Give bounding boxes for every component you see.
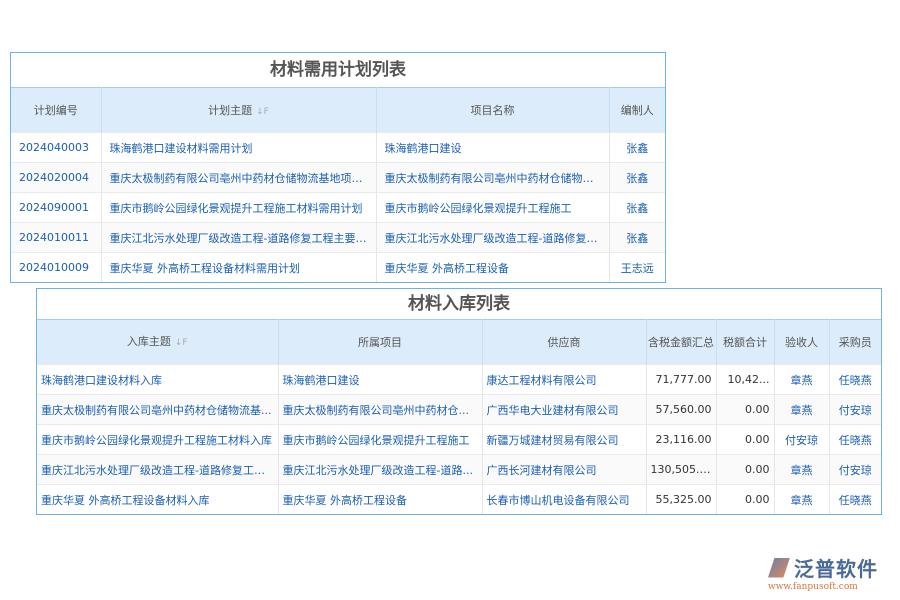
col-inspector[interactable]: 验收人 bbox=[774, 319, 830, 365]
col-plan-no[interactable]: 计划编号 bbox=[11, 87, 102, 133]
plan-no-cell[interactable]: 2024090001 bbox=[11, 192, 102, 223]
project-name-cell[interactable]: 重庆江北污水处理厂级改造工程-道路修复工程 bbox=[376, 222, 610, 253]
plan-no-cell[interactable]: 2024010011 bbox=[11, 222, 102, 253]
tax-cell[interactable]: 0.00 bbox=[716, 454, 775, 485]
total-cell[interactable]: 57,560.00 bbox=[646, 394, 717, 425]
author-cell[interactable]: 张鑫 bbox=[609, 132, 665, 163]
buyer-cell[interactable]: 付安琼 bbox=[829, 394, 881, 425]
col-plan-subject[interactable]: 计划主题 ↓F bbox=[101, 87, 377, 133]
table-row[interactable]: 2024040003 珠海鹤港口建设材料需用计划 珠海鹤港口建设 张鑫 bbox=[11, 132, 665, 163]
plan-table: 计划编号 计划主题 ↓F 项目名称 编制人 2024040003 珠海鹤港口建设材料… bbox=[11, 87, 665, 282]
sort-icon[interactable]: ↓F bbox=[256, 107, 269, 117]
supplier-cell[interactable]: 康达工程材料有限公司 bbox=[482, 364, 647, 395]
inbound-subject-cell[interactable]: 重庆江北污水处理厂级改造工程-道路修复工程... bbox=[37, 454, 279, 485]
inbound-table-title: 材料入库列表 bbox=[37, 289, 881, 319]
material-plan-table-panel: 材料需用计划列表 计划编号 计划主题 ↓F 项目名称 编制人 2024040003… bbox=[10, 52, 666, 283]
buyer-cell[interactable]: 付安琼 bbox=[829, 454, 881, 485]
inbound-table: 入库主题 ↓F 所属项目 供应商 含税金额汇总 税额合计 验收人 采购员 珠海鹤港… bbox=[37, 319, 881, 514]
plan-subject-cell[interactable]: 重庆华夏 外高桥工程设备材料需用计划 bbox=[101, 252, 377, 282]
plan-subject-cell[interactable]: 重庆江北污水处理厂级改造工程-道路修复工程主要材料 bbox=[101, 222, 377, 253]
plan-no-cell[interactable]: 2024040003 bbox=[11, 132, 102, 163]
tax-cell[interactable]: 0.00 bbox=[716, 484, 775, 514]
col-buyer[interactable]: 采购员 bbox=[829, 319, 881, 365]
inspector-cell[interactable]: 章燕 bbox=[774, 394, 830, 425]
inbound-subject-cell[interactable]: 重庆华夏 外高桥工程设备材料入库 bbox=[37, 484, 279, 514]
table-row[interactable]: 重庆太极制药有限公司亳州中药材仓储物流基... 重庆太极制药有限公司亳州中药材仓.… bbox=[37, 394, 881, 425]
tax-cell[interactable]: 10,42... bbox=[716, 364, 775, 395]
col-author[interactable]: 编制人 bbox=[609, 87, 665, 133]
table-row[interactable]: 2024090001 重庆市鹅岭公园绿化景观提升工程施工材料需用计划 重庆市鹅岭公园… bbox=[11, 192, 665, 223]
plan-subject-cell[interactable]: 重庆太极制药有限公司亳州中药材仓储物流基地项目... bbox=[101, 162, 377, 193]
logo: 泛普软件 www.fanpusoft.com bbox=[768, 553, 893, 592]
supplier-cell[interactable]: 广西华电大业建材有限公司 bbox=[482, 394, 647, 425]
plan-subject-cell[interactable]: 重庆市鹅岭公园绿化景观提升工程施工材料需用计划 bbox=[101, 192, 377, 223]
supplier-cell[interactable]: 长春市博山机电设备有限公司 bbox=[482, 484, 647, 514]
table-row[interactable]: 重庆华夏 外高桥工程设备材料入库 重庆华夏 外高桥工程设备 长春市博山机电设备有限公… bbox=[37, 484, 881, 514]
buyer-cell[interactable]: 任晓燕 bbox=[829, 424, 881, 455]
inbound-subject-cell[interactable]: 重庆市鹅岭公园绿化景观提升工程施工材料入库 bbox=[37, 424, 279, 455]
project-cell[interactable]: 珠海鹤港口建设 bbox=[278, 364, 483, 395]
buyer-cell[interactable]: 任晓燕 bbox=[829, 484, 881, 514]
buyer-cell[interactable]: 任晓燕 bbox=[829, 364, 881, 395]
inspector-cell[interactable]: 章燕 bbox=[774, 484, 830, 514]
logo-name: 泛普软件 bbox=[794, 557, 878, 581]
project-cell[interactable]: 重庆市鹅岭公园绿化景观提升工程施工 bbox=[278, 424, 483, 455]
project-name-cell[interactable]: 重庆市鹅岭公园绿化景观提升工程施工 bbox=[376, 192, 610, 223]
project-cell[interactable]: 重庆太极制药有限公司亳州中药材仓... bbox=[278, 394, 483, 425]
plan-table-title: 材料需用计划列表 bbox=[11, 53, 665, 87]
tax-cell[interactable]: 0.00 bbox=[716, 394, 775, 425]
plan-no-cell[interactable]: 2024010009 bbox=[11, 252, 102, 282]
author-cell[interactable]: 张鑫 bbox=[609, 192, 665, 223]
author-cell[interactable]: 张鑫 bbox=[609, 222, 665, 253]
plan-no-cell[interactable]: 2024020004 bbox=[11, 162, 102, 193]
material-inbound-table-panel: 材料入库列表 入库主题 ↓F 所属项目 供应商 含税金额汇总 税额合计 验收人 采… bbox=[36, 288, 882, 515]
plan-subject-cell[interactable]: 珠海鹤港口建设材料需用计划 bbox=[101, 132, 377, 163]
table-row[interactable]: 珠海鹤港口建设材料入库 珠海鹤港口建设 康达工程材料有限公司 71,777.00 10,… bbox=[37, 364, 881, 395]
col-total-with-tax[interactable]: 含税金额汇总 bbox=[646, 319, 717, 365]
author-cell[interactable]: 张鑫 bbox=[609, 162, 665, 193]
inspector-cell[interactable]: 章燕 bbox=[774, 454, 830, 485]
col-project[interactable]: 所属项目 bbox=[278, 319, 483, 365]
table-row[interactable]: 2024020004 重庆太极制药有限公司亳州中药材仓储物流基地项目... 重庆太极… bbox=[11, 162, 665, 193]
total-cell[interactable]: 130,505.00 bbox=[646, 454, 717, 485]
project-cell[interactable]: 重庆华夏 外高桥工程设备 bbox=[278, 484, 483, 514]
total-cell[interactable]: 23,116.00 bbox=[646, 424, 717, 455]
total-cell[interactable]: 71,777.00 bbox=[646, 364, 717, 395]
table-row[interactable]: 重庆江北污水处理厂级改造工程-道路修复工程... 重庆江北污水处理厂级改造工程-道… bbox=[37, 454, 881, 485]
tax-cell[interactable]: 0.00 bbox=[716, 424, 775, 455]
logo-icon bbox=[768, 557, 790, 578]
col-supplier[interactable]: 供应商 bbox=[482, 319, 647, 365]
project-name-cell[interactable]: 重庆华夏 外高桥工程设备 bbox=[376, 252, 610, 282]
table-row[interactable]: 重庆市鹅岭公园绿化景观提升工程施工材料入库 重庆市鹅岭公园绿化景观提升工程施工 新疆… bbox=[37, 424, 881, 455]
supplier-cell[interactable]: 新疆万城建材贸易有限公司 bbox=[482, 424, 647, 455]
project-cell[interactable]: 重庆江北污水处理厂级改造工程-道路... bbox=[278, 454, 483, 485]
author-cell[interactable]: 王志远 bbox=[609, 252, 665, 282]
table-row[interactable]: 2024010009 重庆华夏 外高桥工程设备材料需用计划 重庆华夏 外高桥工程设备… bbox=[11, 252, 665, 282]
inspector-cell[interactable]: 付安琼 bbox=[774, 424, 830, 455]
project-name-cell[interactable]: 重庆太极制药有限公司亳州中药材仓储物流... bbox=[376, 162, 610, 193]
supplier-cell[interactable]: 广西长河建材有限公司 bbox=[482, 454, 647, 485]
inbound-subject-cell[interactable]: 重庆太极制药有限公司亳州中药材仓储物流基... bbox=[37, 394, 279, 425]
table-row[interactable]: 2024010011 重庆江北污水处理厂级改造工程-道路修复工程主要材料 重庆江北污… bbox=[11, 222, 665, 253]
col-tax-total[interactable]: 税额合计 bbox=[716, 319, 775, 365]
total-cell[interactable]: 55,325.00 bbox=[646, 484, 717, 514]
project-name-cell[interactable]: 珠海鹤港口建设 bbox=[376, 132, 610, 163]
sort-icon[interactable]: ↓F bbox=[174, 337, 188, 348]
inbound-subject-cell[interactable]: 珠海鹤港口建设材料入库 bbox=[37, 364, 279, 395]
col-project-name[interactable]: 项目名称 bbox=[376, 87, 610, 133]
inspector-cell[interactable]: 章燕 bbox=[774, 364, 830, 395]
col-inbound-subject[interactable]: 入库主题 ↓F bbox=[37, 319, 279, 365]
logo-url: www.fanpusoft.com bbox=[768, 582, 858, 592]
